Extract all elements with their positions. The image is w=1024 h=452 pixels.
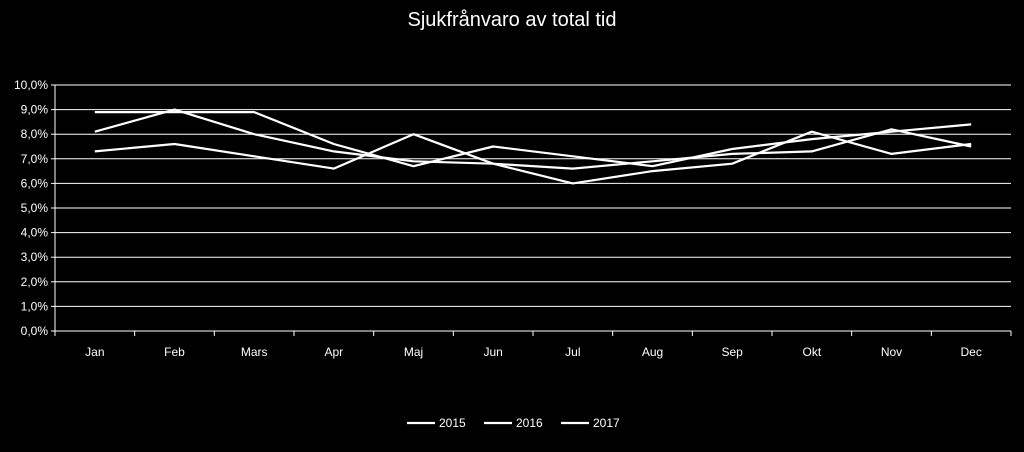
y-tick-label: 6,0% (21, 176, 49, 190)
x-tick-label: Sep (721, 345, 743, 359)
x-tick-label: Feb (164, 345, 185, 359)
grid-layer (55, 84, 1011, 307)
axis-layer: 0,0% 1,0% 2,0% 3,0% 4,0% 5,0% 6,0% 7,0% 8,0% 9,0%… (14, 78, 1012, 359)
y-tick-label: 9,0% (21, 103, 49, 117)
y-tick-label: 10,0% (14, 78, 48, 92)
legend-label-2016: 2016 (516, 416, 543, 430)
legend: 2015 2016 2017 (407, 416, 620, 430)
x-tick-label: Okt (802, 345, 821, 359)
x-tick-label: Apr (324, 345, 343, 359)
series-layer (94, 108, 972, 185)
chart-title: Sjukfrånvaro av total tid (408, 9, 617, 31)
y-tick-label: 4,0% (21, 226, 49, 240)
legend-label-2017: 2017 (593, 416, 620, 430)
x-tick-label: Maj (404, 345, 423, 359)
y-tick-label: 0,0% (21, 324, 49, 338)
x-tick-label: Nov (881, 345, 902, 359)
y-tick-label: 7,0% (21, 152, 49, 166)
x-tick-label: Jan (85, 345, 104, 359)
y-tick-label: 5,0% (21, 201, 49, 215)
y-tick-label: 8,0% (21, 127, 49, 141)
series-line-2015 (94, 108, 972, 170)
y-tick-label: 3,0% (21, 250, 49, 264)
x-tick-label: Jul (565, 345, 580, 359)
series-line-2017 (94, 110, 972, 168)
y-tick-label: 2,0% (21, 275, 49, 289)
legend-label-2015: 2015 (439, 416, 466, 430)
x-tick-label: Jun (483, 345, 502, 359)
x-tick-label: Aug (642, 345, 663, 359)
series-line-2016 (94, 130, 972, 185)
x-tick-label: Dec (960, 345, 981, 359)
x-tick-label: Mars (241, 345, 268, 359)
y-tick-label: 1,0% (21, 299, 49, 313)
